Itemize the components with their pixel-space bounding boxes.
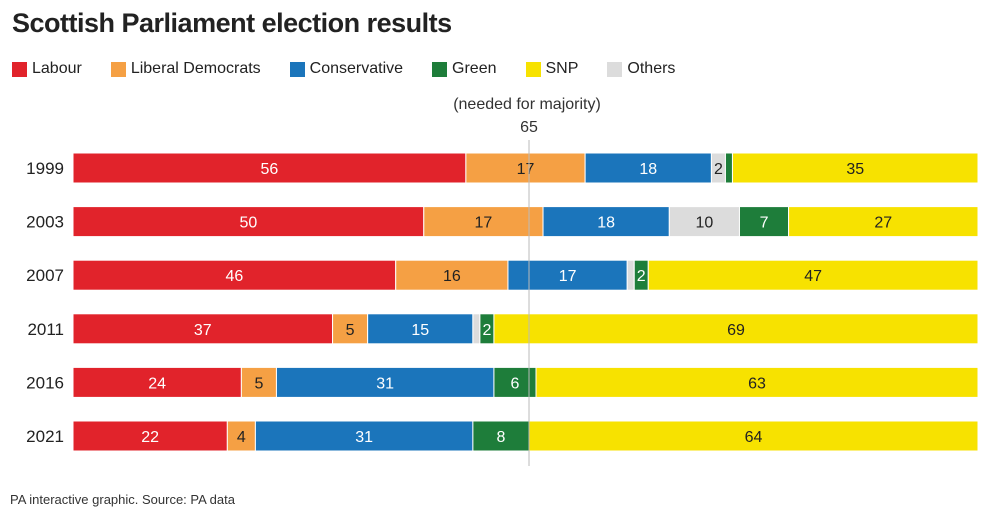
legend-swatch — [607, 61, 623, 77]
bar-label-2007-green: 2 — [637, 268, 646, 285]
bar-2016-conservative — [275, 366, 495, 398]
legend: Labour Liberal Democrats Conservative Green… — [12, 60, 704, 78]
majority-value: 65 — [520, 119, 538, 136]
legend-label: Liberal Democrats — [130, 60, 261, 77]
bar-label-2021-labour: 22 — [141, 429, 159, 446]
bar-label-2021-conservative: 31 — [355, 429, 373, 446]
bar-2011-liberal-democrats — [332, 313, 369, 345]
legend-label: Others — [627, 60, 676, 77]
bar-2021-snp — [528, 420, 979, 452]
bar-label-2011-green: 2 — [482, 322, 491, 339]
bar-2003-snp — [788, 206, 979, 238]
bar-2016-snp — [535, 366, 979, 398]
year-label-2003: 2003 — [26, 213, 64, 232]
legend-item-green: Green — [432, 60, 497, 78]
bar-label-2003-green: 7 — [760, 215, 769, 232]
bar-label-2003-conservative: 18 — [597, 215, 615, 232]
legend-swatch — [12, 61, 27, 77]
legend-item-others: Others — [607, 60, 675, 78]
bar-label-2007-snp: 47 — [804, 268, 822, 285]
bar-label-2011-liberal-democrats: 5 — [346, 322, 355, 339]
legend-label: Green — [452, 60, 497, 77]
bar-label-2003-liberal-democrats: 17 — [475, 215, 493, 232]
source-note: PA interactive graphic. Source: PA data — [10, 492, 235, 507]
bar-2003-others — [668, 206, 740, 238]
bar-2007-snp — [647, 259, 979, 291]
legend-label: Labour — [32, 60, 82, 77]
year-label-2011: 2011 — [27, 320, 64, 339]
bar-label-2011-labour: 37 — [194, 322, 212, 339]
bar-label-1999-snp: 35 — [846, 161, 864, 178]
bar-2003-conservative — [542, 206, 670, 238]
bar-label-2003-others: 10 — [696, 215, 714, 232]
bar-1999-green — [724, 152, 733, 184]
bar-2011-labour — [72, 313, 334, 345]
legend-item-conservative: Conservative — [289, 60, 404, 78]
bar-2007-others — [626, 259, 635, 291]
bar-1999-labour — [72, 152, 467, 184]
bar-label-1999-others: 2 — [714, 161, 723, 178]
bar-label-1999-labour: 56 — [261, 161, 279, 178]
bar-label-2011-snp: 69 — [727, 322, 745, 339]
bar-label-2011-conservative: 15 — [411, 322, 429, 339]
year-label-2021: 2021 — [26, 427, 64, 446]
legend-swatch — [525, 61, 541, 77]
bar-2007-liberal-democrats — [395, 259, 509, 291]
legend-label: SNP — [545, 60, 579, 77]
bar-2021-conservative — [254, 420, 474, 452]
year-label-2016: 2016 — [26, 373, 64, 392]
year-label-1999: 1999 — [26, 159, 64, 178]
legend-swatch — [289, 61, 305, 77]
majority-note: (needed for majority) — [453, 96, 601, 113]
year-labels: 1999 2003 2007 2011 2016 2021 — [26, 159, 64, 446]
bar-label-2016-conservative: 31 — [376, 375, 394, 392]
bar-label-2007-labour: 46 — [225, 268, 243, 285]
chart-title: Scottish Parliament election results — [12, 8, 452, 38]
legend-item-snp: SNP — [525, 60, 579, 78]
bar-label-2016-liberal-democrats: 5 — [254, 375, 263, 392]
legend-swatch — [110, 61, 126, 77]
bar-label-1999-liberal-democrats: 17 — [517, 161, 535, 178]
bar-label-2021-snp: 64 — [745, 429, 763, 446]
bar-2011-conservative — [367, 313, 474, 345]
legend-item-liberal-democrats: Liberal Democrats — [110, 60, 261, 78]
bar-label-1999-conservative: 18 — [639, 161, 657, 178]
bar-2007-labour — [72, 259, 397, 291]
bar-2007-conservative — [507, 259, 628, 291]
bar-label-2021-liberal-democrats: 4 — [237, 429, 246, 446]
bar-2021-liberal-democrats — [226, 420, 256, 452]
bar-1999-snp — [731, 152, 979, 184]
bar-2021-green — [472, 420, 530, 452]
bar-label-2016-snp: 63 — [748, 375, 766, 392]
bar-2003-liberal-democrats — [423, 206, 544, 238]
bar-label-2016-green: 6 — [511, 375, 520, 392]
legend-label: Conservative — [309, 60, 404, 77]
bar-1999-conservative — [584, 152, 712, 184]
legend-item-labour: Labour — [12, 60, 82, 78]
bar-1999-liberal-democrats — [465, 152, 586, 184]
bar-2011-others — [472, 313, 481, 345]
bar-label-2003-labour: 50 — [239, 215, 257, 232]
bar-2016-liberal-democrats — [240, 366, 277, 398]
bar-label-2016-labour: 24 — [148, 375, 166, 392]
year-label-2007: 2007 — [26, 266, 64, 285]
bar-label-2007-liberal-democrats: 16 — [443, 268, 461, 285]
bar-2021-labour — [72, 420, 228, 452]
bar-label-2021-green: 8 — [496, 429, 505, 446]
bar-label-2003-snp: 27 — [874, 215, 892, 232]
bar-label-2007-conservative: 17 — [559, 268, 577, 285]
legend-swatch — [432, 61, 448, 77]
bar-2011-snp — [493, 313, 979, 345]
